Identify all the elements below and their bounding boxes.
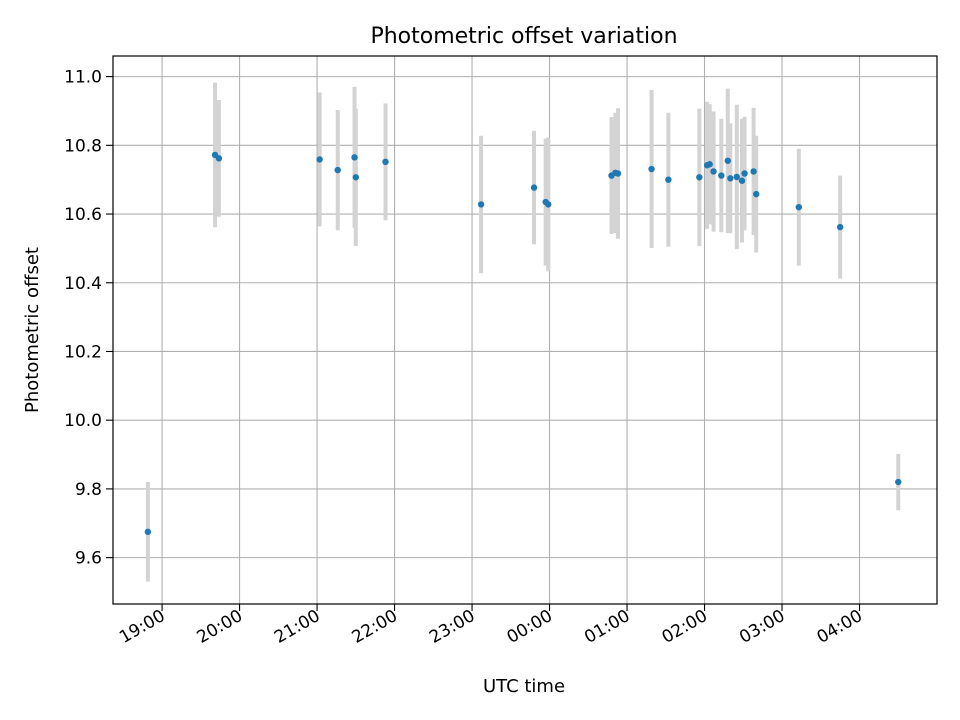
data-point — [648, 165, 655, 173]
y-tick-label: 10.8 — [64, 136, 102, 156]
data-point — [718, 172, 725, 179]
data-point — [665, 176, 672, 183]
data-point — [750, 168, 757, 175]
data-point — [724, 157, 731, 164]
y-tick-label: 9.6 — [75, 549, 102, 569]
data-point — [895, 478, 902, 486]
point-layer — [144, 151, 902, 536]
data-point — [727, 175, 734, 182]
data-point — [351, 154, 358, 161]
y-tick-label: 10.0 — [64, 411, 102, 431]
data-point — [741, 170, 748, 177]
x-axis-label: UTC time — [483, 676, 565, 697]
data-point — [752, 190, 760, 198]
plot-frame — [112, 55, 938, 605]
y-tick-label: 10.4 — [64, 274, 102, 294]
data-point — [836, 223, 844, 231]
y-tick-label: 9.8 — [75, 480, 102, 500]
data-point — [614, 170, 622, 177]
data-point — [316, 156, 323, 163]
y-axis-label: Photometric offset — [22, 247, 43, 413]
chart-title: Photometric offset variation — [370, 24, 677, 49]
data-point — [706, 161, 713, 168]
data-point — [334, 166, 341, 174]
data-point — [795, 203, 803, 211]
data-point — [144, 528, 152, 536]
y-tick-label: 10.6 — [64, 205, 102, 225]
data-point — [738, 177, 746, 184]
y-tick-label: 11.0 — [64, 68, 102, 88]
data-point — [382, 158, 389, 166]
data-point — [530, 184, 538, 191]
data-point — [352, 174, 360, 181]
data-point — [710, 168, 717, 175]
y-tick-label: 10.2 — [64, 342, 102, 362]
data-point — [215, 155, 223, 162]
data-point — [477, 201, 485, 208]
data-point — [696, 174, 703, 181]
grid-layer — [113, 56, 937, 604]
data-point — [545, 201, 552, 208]
data-point — [733, 173, 741, 181]
